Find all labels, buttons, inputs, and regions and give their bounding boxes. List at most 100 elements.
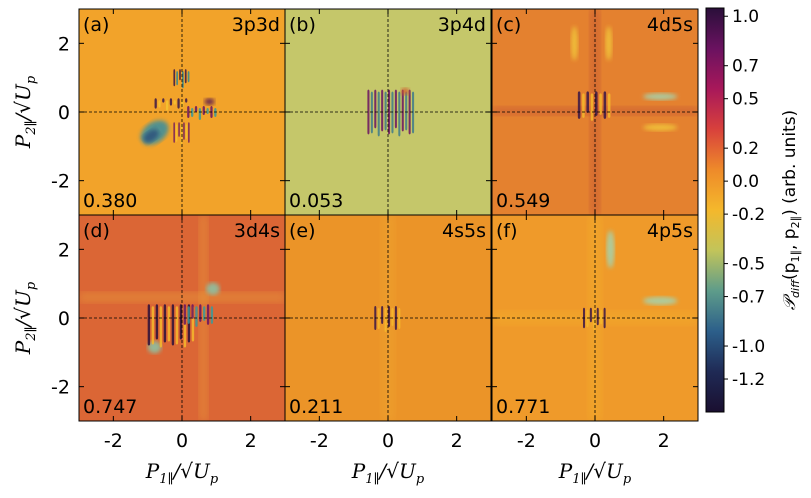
x-tick-label: 2	[658, 430, 670, 452]
panel-label: (d)	[83, 220, 110, 242]
feature-fringe	[198, 107, 202, 121]
feature-fringe	[206, 107, 209, 115]
feature-fringe	[600, 309, 603, 325]
feature-fringe	[391, 91, 394, 134]
feature-fringe	[586, 91, 589, 113]
feature-fringe	[178, 122, 180, 137]
axes-group: -2 0 2 -2 0 2 -2 0 2 2 0 -2 2 0 -2	[51, 9, 698, 452]
panel-value: 0.747	[83, 396, 137, 418]
feature-fringe	[185, 98, 188, 103]
panel-4s5s: (e) 4s5s 0.211	[284, 214, 492, 422]
feature-fringe	[210, 306, 214, 324]
feature-fringe	[377, 307, 380, 330]
feature-fringe	[158, 100, 161, 108]
x-tick-label: -2	[104, 430, 123, 452]
feature-fringe	[179, 69, 181, 81]
feature-blob	[606, 230, 615, 269]
feature-fringe	[184, 69, 187, 84]
feature-blob	[204, 98, 215, 106]
y-tick-label: 2	[58, 239, 70, 261]
x-axis-label: P1∥/√Up	[351, 459, 425, 487]
feature-fringe	[577, 91, 581, 119]
feature-fringe	[370, 91, 373, 134]
colorbar-tick-label: 1.0	[732, 7, 759, 27]
feature-blob	[643, 296, 678, 305]
panel-value: 0.549	[496, 190, 550, 212]
feature-fringe	[381, 89, 384, 132]
feature-fringe	[381, 305, 384, 325]
feature-fringe	[195, 306, 198, 327]
feature-fringe	[590, 93, 594, 121]
feature-fringe	[185, 124, 188, 139]
feature-fringe	[165, 100, 169, 111]
feature-fringe	[155, 304, 159, 340]
panel-config: 3p3d	[232, 14, 280, 36]
feature-fringe	[595, 91, 598, 116]
feature-fringe	[582, 93, 585, 118]
feature-fringe	[388, 89, 391, 135]
feature-fringe	[159, 306, 163, 348]
feature-blob	[605, 26, 613, 61]
colorbar: 1.0 0.7 0.5 0.2 0.0 -0.2 -0.5 -0.7 -1.0 -1.2 𝒫diff…	[705, 7, 802, 413]
feature-fringe	[154, 98, 157, 109]
x-tick-label: 0	[382, 430, 394, 452]
feature-fringe	[177, 98, 180, 109]
feature-fringe	[169, 98, 173, 106]
feature-fringe	[194, 105, 198, 113]
y-axis-label: P2∥/√Up	[11, 281, 39, 355]
feature-fringe	[367, 89, 370, 135]
feature-fringe	[179, 304, 183, 340]
feature-fringe	[191, 304, 194, 319]
feature-fringe	[391, 307, 394, 327]
feature-blob	[147, 341, 162, 354]
x-tick-label: -2	[517, 430, 536, 452]
feature-fringe	[596, 307, 599, 326]
feature-blob	[570, 26, 578, 61]
y-axis-labels: P2∥/√Up P2∥/√Up	[11, 75, 39, 355]
y-tick-label: 0	[58, 102, 70, 124]
colorbar-tick-label: -0.2	[732, 205, 765, 225]
feature-fringe	[199, 304, 202, 322]
feature-fringe	[187, 105, 190, 119]
panel-config: 4p5s	[647, 220, 693, 242]
panel-3d4s: (d) 3d4s 0.747	[78, 214, 286, 422]
y-tick-label: -2	[51, 171, 70, 193]
feature-fringe	[191, 107, 194, 118]
panel-config: 4d5s	[647, 14, 693, 36]
panel-value: 0.053	[289, 190, 343, 212]
feature-fringe	[398, 91, 401, 137]
feature-fringe	[394, 89, 397, 129]
feature-fringe	[203, 306, 206, 321]
panel-label: (f)	[496, 220, 518, 242]
x-axis-label: P1∥/√Up	[558, 459, 632, 487]
panel-label: (e)	[289, 220, 316, 242]
x-axis-labels: P1∥/√Up P1∥/√Up P1∥/√Up	[145, 459, 632, 487]
feature-fringe	[162, 98, 165, 103]
panel-features	[367, 87, 415, 137]
x-tick-label: -2	[310, 430, 329, 452]
panel-label: (c)	[496, 14, 521, 36]
y-tick-label: -2	[51, 377, 70, 399]
feature-fringe	[173, 100, 176, 105]
colorbar-tick-label: -1.0	[732, 337, 765, 357]
feature-fringe	[412, 91, 415, 134]
panel-4p5s: (f) 4p5s 0.771	[491, 214, 699, 422]
x-tick-label: 0	[589, 430, 601, 452]
feature-fringe	[384, 307, 387, 333]
panel-3p4d: (b) 3p4d 0.053	[284, 8, 492, 216]
x-tick-label: 2	[451, 430, 463, 452]
colorbar-tick-label: -0.5	[732, 255, 765, 275]
feature-fringe	[599, 93, 602, 115]
feature-fringe	[171, 304, 175, 346]
feature-fringe	[388, 305, 391, 328]
feature-fringe	[183, 304, 187, 325]
panel-4d5s: (c) 4d5s 0.549	[491, 8, 699, 216]
feature-fringe	[147, 304, 151, 346]
colorbar-tick-label: -1.2	[732, 370, 765, 390]
feature-fringe	[377, 91, 380, 137]
feature-fringe	[408, 89, 411, 135]
panel-value: 0.380	[83, 190, 137, 212]
feature-fringe	[589, 307, 592, 323]
feature-fringe	[175, 124, 178, 142]
